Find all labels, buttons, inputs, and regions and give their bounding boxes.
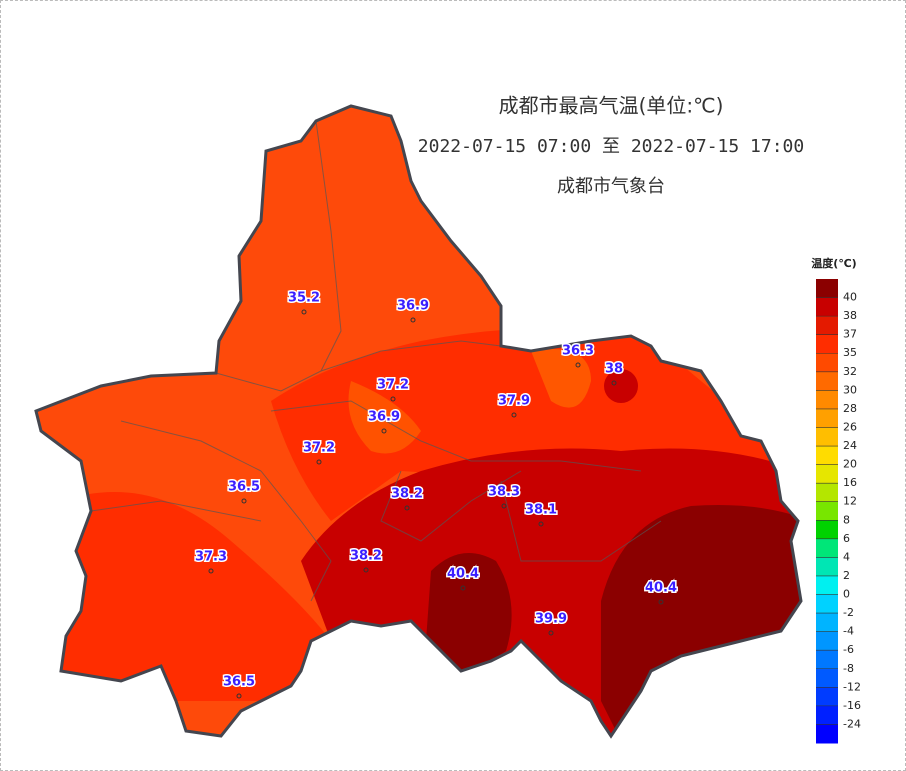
contour-40-a — [426, 553, 512, 681]
legend-swatch — [816, 594, 838, 614]
legend-swatch — [816, 334, 838, 354]
legend-swatch — [816, 297, 838, 317]
station-value: 37.2 — [303, 441, 335, 456]
station-dot — [404, 505, 410, 511]
legend-swatch — [816, 650, 838, 670]
legend-swatch — [816, 520, 838, 540]
contour-37-sw — [41, 492, 331, 701]
legend-label: -2 — [843, 606, 854, 619]
legend-label: -12 — [843, 680, 861, 693]
station-dot — [410, 317, 416, 323]
legend-swatch — [816, 353, 838, 373]
station-dot — [208, 568, 214, 574]
legend-label: 12 — [843, 495, 857, 508]
station-value: 36.9 — [368, 410, 400, 425]
legend-label: 35 — [843, 346, 857, 359]
legend-label: 20 — [843, 458, 857, 471]
station-dot — [658, 599, 664, 605]
station-dot — [538, 521, 544, 527]
station-value: 38.1 — [525, 503, 557, 518]
station-value: 40.4 — [645, 581, 677, 596]
contour-38-ne — [604, 369, 638, 403]
legend-label: 24 — [843, 439, 857, 452]
contour-35-c — [348, 381, 421, 454]
legend-label: -4 — [843, 625, 854, 638]
map-source: 成都市气象台 — [557, 176, 665, 197]
legend-label: 40 — [843, 291, 857, 304]
legend-swatch — [816, 613, 838, 633]
legend-label: -16 — [843, 699, 861, 712]
legend-swatch — [816, 631, 838, 651]
legend-label: -8 — [843, 662, 854, 675]
legend: 40383735323028262420161286420-2-4-6-8-12… — [816, 279, 861, 744]
legend-label: 16 — [843, 476, 857, 489]
stations: 35.2 36.9 36.3 38 37.2 36.9 37.9 37.2 36… — [193, 289, 679, 699]
map-title: 成都市最高气温(单位:℃) — [499, 94, 724, 118]
legend-title: 温度(℃) — [811, 256, 856, 270]
legend-label: 26 — [843, 420, 857, 433]
legend-swatch — [816, 687, 838, 707]
station-value: 36.5 — [223, 675, 255, 690]
station-dot — [511, 412, 517, 418]
legend-swatch — [816, 501, 838, 521]
station-value: 36.9 — [397, 299, 429, 314]
legend-label: 0 — [843, 588, 850, 601]
map-subtitle: 2022-07-15 07:00 至 2022-07-15 17:00 — [418, 136, 804, 157]
legend-swatch — [816, 427, 838, 447]
legend-swatch — [816, 371, 838, 391]
legend-label: -24 — [843, 717, 861, 730]
station-dot — [301, 309, 307, 315]
station-dot — [460, 585, 466, 591]
legend-swatch — [816, 446, 838, 466]
legend-swatch — [816, 279, 838, 299]
legend-swatch — [816, 538, 838, 558]
station-value: 36.3 — [562, 344, 594, 359]
station-value: 37.3 — [195, 550, 227, 565]
station-dot — [501, 503, 507, 509]
legend-label: 2 — [843, 569, 850, 582]
station-value: 40.4 — [447, 567, 479, 582]
legend-label: 38 — [843, 309, 857, 322]
station-dot — [548, 630, 554, 636]
station-value: 37.2 — [377, 378, 409, 393]
legend-swatch — [816, 390, 838, 410]
legend-swatch — [816, 316, 838, 336]
station-value: 37.9 — [498, 394, 530, 409]
legend-label: 37 — [843, 328, 857, 341]
station-dot — [390, 396, 396, 402]
legend-swatch — [816, 464, 838, 484]
station-value: 39.9 — [535, 612, 567, 627]
legend-label: 8 — [843, 513, 850, 526]
station-value: 38 — [605, 362, 623, 377]
legend-swatch — [816, 724, 838, 744]
legend-swatch — [816, 668, 838, 688]
station-value: 38.2 — [391, 487, 423, 502]
station-value: 38.3 — [488, 485, 520, 500]
legend-label: 6 — [843, 532, 850, 545]
legend-swatch — [816, 408, 838, 428]
district-borders — [90, 120, 662, 602]
legend-label: 30 — [843, 383, 857, 396]
legend-swatch — [816, 483, 838, 503]
legend-swatch — [816, 705, 838, 725]
station-dot — [611, 380, 617, 386]
station-value: 38.2 — [350, 549, 382, 564]
station-value: 35.2 — [288, 291, 320, 306]
legend-swatch — [816, 557, 838, 577]
station-dot — [236, 693, 242, 699]
station-dot — [241, 498, 247, 504]
station-dot — [316, 459, 322, 465]
legend-label: 4 — [843, 550, 850, 563]
legend-label: 28 — [843, 402, 857, 415]
legend-swatch — [816, 575, 838, 596]
station-dot — [575, 362, 581, 368]
legend-label: -6 — [843, 643, 854, 656]
station-dot — [381, 428, 387, 434]
station-dot — [363, 567, 369, 573]
legend-label: 32 — [843, 365, 857, 378]
station-value: 36.5 — [228, 480, 260, 495]
